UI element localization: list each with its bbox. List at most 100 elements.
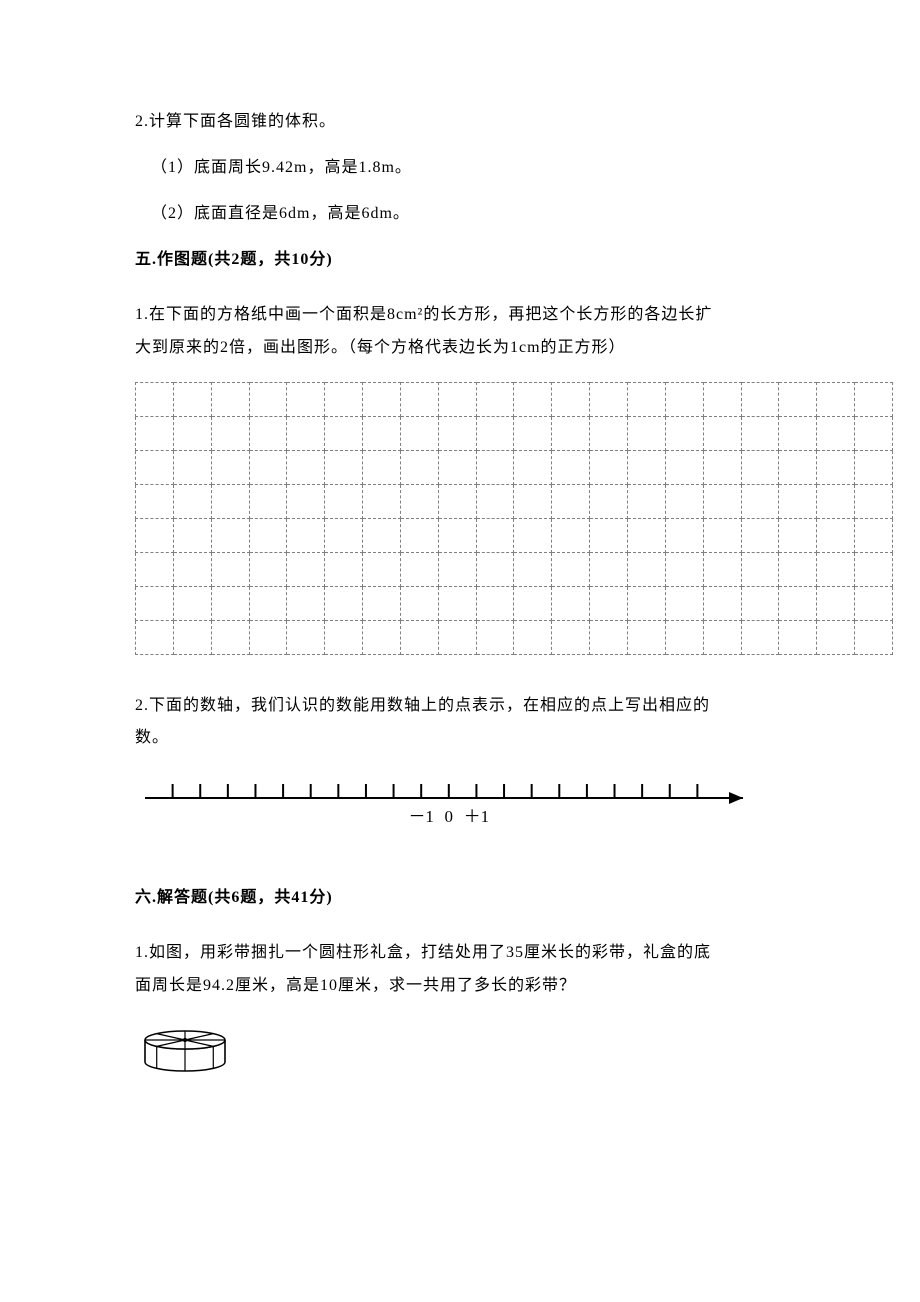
- grid-cell: [665, 552, 703, 586]
- grid-cell: [400, 620, 438, 654]
- grid-cell: [552, 620, 590, 654]
- grid-cell: [627, 416, 665, 450]
- grid-cell: [779, 586, 817, 620]
- grid-cell: [741, 586, 779, 620]
- page: 2.计算下面各圆锥的体积。 （1）底面周长9.42m，高是1.8m。 （2）底面…: [0, 0, 920, 1302]
- grid-cell: [514, 518, 552, 552]
- grid-cell: [287, 416, 325, 450]
- s6q1-line1: 1.如图，用彩带捆扎一个圆柱形礼盒，打结处用了35厘米长的彩带，礼盒的底: [135, 932, 785, 974]
- section5-head-prefix: 五.作图题(共: [135, 251, 231, 268]
- grid-cell: [173, 416, 211, 450]
- grid-cell: [476, 620, 514, 654]
- grid-cell: [703, 484, 741, 518]
- grid-cell: [514, 552, 552, 586]
- grid-cell: [855, 450, 893, 484]
- grid-cell: [287, 518, 325, 552]
- s6q1-line2: 面周长是94.2厘米，高是10厘米，求一共用了多长的彩带？: [135, 974, 785, 998]
- grid-cell: [211, 620, 249, 654]
- grid-cell: [173, 484, 211, 518]
- grid-cell: [438, 586, 476, 620]
- grid-cell: [438, 450, 476, 484]
- grid-cell: [249, 484, 287, 518]
- grid-cell: [363, 484, 401, 518]
- number-line-svg: －10＋1: [135, 776, 755, 846]
- grid-cell: [817, 484, 855, 518]
- grid-cell: [741, 620, 779, 654]
- grid-cell: [627, 620, 665, 654]
- grid-cell: [741, 484, 779, 518]
- s5q2-line2: 数。: [135, 726, 785, 750]
- grid-cell: [665, 586, 703, 620]
- s5q1-line2: 大到原来的2倍，画出图形。（每个方格代表边长为1cm的正方形）: [135, 336, 785, 360]
- grid-cell: [363, 450, 401, 484]
- grid-cell: [514, 620, 552, 654]
- grid-cell: [363, 382, 401, 416]
- section6-heading: 六.解答题(共6题，共41分): [135, 886, 785, 910]
- grid-cell: [514, 586, 552, 620]
- grid-cell: [287, 620, 325, 654]
- grid-cell: [136, 518, 174, 552]
- grid-cell: [438, 518, 476, 552]
- grid-cell: [438, 382, 476, 416]
- grid-cell: [476, 450, 514, 484]
- grid-cell: [855, 484, 893, 518]
- grid-cell: [741, 450, 779, 484]
- svg-text:0: 0: [445, 807, 454, 826]
- svg-text:－1: －1: [408, 807, 434, 826]
- grid-cell: [703, 382, 741, 416]
- grid-cell: [779, 416, 817, 450]
- grid-cell: [136, 484, 174, 518]
- grid-cell: [665, 518, 703, 552]
- grid-paper: [135, 382, 785, 655]
- grid-cell: [173, 382, 211, 416]
- grid-cell: [552, 586, 590, 620]
- grid-cell: [363, 416, 401, 450]
- grid-cell: [325, 552, 363, 586]
- grid-cell: [590, 552, 628, 586]
- grid-cell: [287, 552, 325, 586]
- grid-cell: [438, 416, 476, 450]
- grid-cell: [173, 620, 211, 654]
- grid-cell: [703, 620, 741, 654]
- grid-cell: [363, 518, 401, 552]
- grid-cell: [400, 586, 438, 620]
- grid-cell: [173, 552, 211, 586]
- grid-cell: [514, 416, 552, 450]
- grid-cell: [136, 552, 174, 586]
- grid-cell: [476, 416, 514, 450]
- q2-sub2: （2）底面直径是6dm，高是6dm。: [135, 202, 785, 226]
- grid-cell: [703, 416, 741, 450]
- grid-cell: [817, 382, 855, 416]
- grid-cell: [325, 484, 363, 518]
- grid-cell: [627, 484, 665, 518]
- grid-cell: [211, 484, 249, 518]
- grid-cell: [249, 620, 287, 654]
- grid-cell: [855, 620, 893, 654]
- gift-box-svg: [135, 1028, 235, 1078]
- grid-cell: [287, 586, 325, 620]
- grid-cell: [665, 484, 703, 518]
- grid-cell: [438, 484, 476, 518]
- grid-cell: [703, 518, 741, 552]
- grid-cell: [249, 382, 287, 416]
- grid-cell: [211, 382, 249, 416]
- grid-cell: [476, 552, 514, 586]
- grid-cell: [136, 450, 174, 484]
- grid-cell: [665, 620, 703, 654]
- grid-cell: [590, 586, 628, 620]
- grid-cell: [325, 450, 363, 484]
- grid-cell: [552, 382, 590, 416]
- grid-cell: [325, 382, 363, 416]
- grid-cell: [211, 518, 249, 552]
- grid-cell: [741, 416, 779, 450]
- grid-cell: [136, 620, 174, 654]
- grid-cell: [211, 450, 249, 484]
- grid-cell: [287, 450, 325, 484]
- grid-cell: [855, 586, 893, 620]
- grid-cell: [779, 484, 817, 518]
- grid-cell: [325, 518, 363, 552]
- grid-cell: [627, 586, 665, 620]
- grid-cell: [590, 620, 628, 654]
- grid-cell: [400, 484, 438, 518]
- grid-cell: [249, 450, 287, 484]
